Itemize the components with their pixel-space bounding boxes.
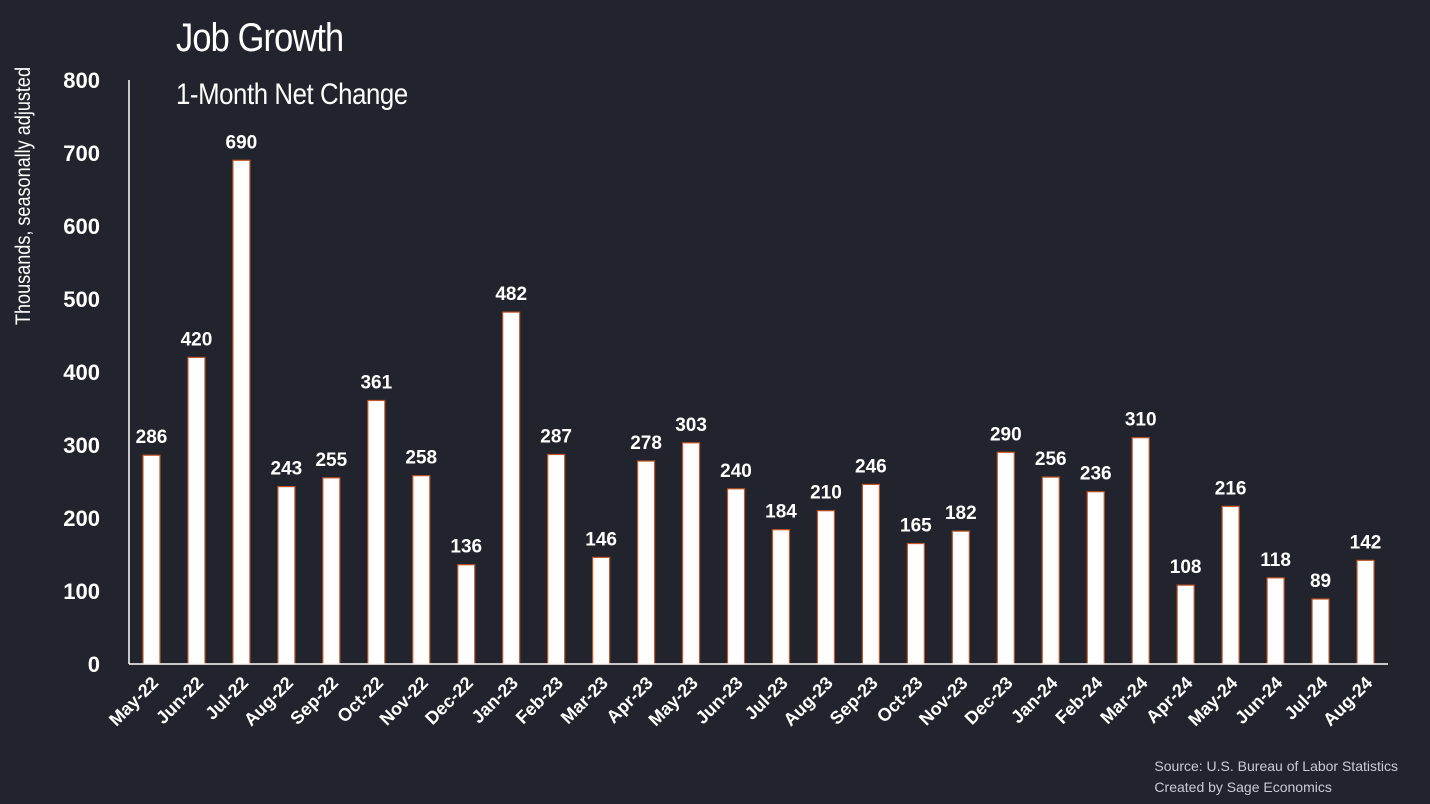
bar — [906, 542, 925, 665]
chart-subtitle: 1-Month Net Change — [176, 78, 408, 111]
y-tick-label: 400 — [63, 360, 100, 385]
bar — [547, 453, 566, 665]
x-tick-label: Sep-22 — [286, 673, 342, 729]
bar-value-label: 278 — [630, 433, 662, 454]
bar-value-label: 142 — [1350, 532, 1382, 553]
bar — [996, 451, 1015, 665]
bar-value-label: 165 — [900, 516, 932, 537]
bar-value-label: 255 — [315, 450, 347, 471]
bar — [1311, 598, 1330, 665]
bar — [592, 556, 611, 665]
x-tick-label: Aug-22 — [240, 673, 297, 730]
x-tick-label: Mar-23 — [557, 673, 612, 728]
bar-value-label: 210 — [810, 483, 842, 504]
bar-value-label: 286 — [136, 427, 168, 448]
bar-value-label: 310 — [1125, 410, 1157, 431]
bar — [1086, 491, 1105, 665]
bar — [681, 442, 701, 665]
bar — [367, 399, 386, 665]
x-tick-label: Jan-24 — [1007, 673, 1061, 727]
bar — [771, 529, 791, 665]
x-tick-label: Aug-24 — [1319, 673, 1376, 730]
bar-value-label: 118 — [1260, 550, 1291, 571]
y-tick-label: 600 — [63, 214, 100, 239]
x-tick-label: May-22 — [105, 673, 162, 730]
x-tick-label: Sep-23 — [826, 673, 882, 729]
bar-value-label: 182 — [945, 503, 977, 524]
bar — [187, 356, 206, 665]
bar — [277, 486, 296, 665]
y-tick-label: 100 — [63, 579, 100, 604]
x-tick-label: Nov-22 — [376, 673, 433, 730]
y-tick-label: 300 — [63, 433, 100, 458]
y-tick-label: 700 — [63, 141, 100, 166]
bar-value-label: 290 — [990, 424, 1022, 445]
x-tick-label: Jun-24 — [1231, 673, 1286, 728]
x-tick-label: Aug-23 — [779, 673, 836, 730]
bar — [636, 460, 656, 665]
bar-value-label: 136 — [450, 537, 482, 558]
bar — [1041, 476, 1060, 665]
bar — [816, 510, 836, 665]
bar — [232, 159, 251, 665]
y-tick-label: 800 — [63, 68, 100, 93]
y-tick-label: 200 — [63, 506, 100, 531]
y-tick-label: 500 — [63, 287, 100, 312]
bar — [322, 477, 341, 665]
bar-value-label: 246 — [855, 456, 887, 477]
bars — [142, 159, 1375, 665]
bar-value-label: 690 — [226, 132, 258, 153]
bar — [861, 483, 881, 665]
x-tick-label: May-24 — [1184, 673, 1241, 730]
bar — [1131, 437, 1150, 665]
x-tick-label: Dec-22 — [421, 673, 477, 729]
x-tick-label: May-23 — [645, 673, 702, 730]
y-tick-label: 0 — [88, 652, 100, 677]
bar — [457, 564, 476, 665]
source-note: Source: U.S. Bureau of Labor Statistics … — [1154, 756, 1398, 798]
x-tick-label: Jan-23 — [468, 673, 522, 727]
bar-value-label: 287 — [540, 426, 572, 447]
bar-value-labels: 286 420 690 243 255 361 258 136 482 287 146 278 303 2… — [136, 132, 1382, 592]
x-tick-label: Mar-24 — [1096, 673, 1151, 728]
bar-value-label: 482 — [495, 284, 527, 305]
bar-value-label: 89 — [1310, 571, 1331, 592]
bar — [1356, 559, 1375, 665]
bar-value-label: 216 — [1215, 478, 1247, 499]
bar-value-label: 361 — [360, 372, 392, 393]
bar-value-label: 243 — [271, 459, 303, 480]
chart-title: Job Growth — [176, 16, 344, 60]
bar — [1266, 577, 1285, 665]
bar-value-label: 303 — [675, 415, 707, 436]
bar-value-label: 240 — [720, 461, 752, 482]
bar — [502, 311, 521, 665]
x-tick-label: Jun-22 — [152, 673, 207, 728]
bar — [142, 454, 161, 665]
bar-value-label: 256 — [1035, 449, 1067, 470]
bar — [726, 488, 746, 665]
bar-value-label: 146 — [585, 529, 617, 550]
source-text: Source: U.S. Bureau of Labor Statistics — [1154, 758, 1398, 774]
bar — [412, 475, 431, 665]
x-tick-label: Nov-23 — [915, 673, 972, 730]
x-tick-label: Feb-23 — [512, 673, 567, 728]
x-axis-ticks: May-22Jun-22Jul-22Aug-22Sep-22Oct-22Nov-… — [105, 673, 1376, 730]
bar — [951, 530, 970, 665]
bar — [1176, 584, 1195, 665]
bar — [1221, 505, 1240, 665]
y-axis-ticks: 0 100 200 300 400 500 600 700 800 — [63, 68, 100, 677]
bar-value-label: 184 — [765, 502, 797, 523]
x-tick-label: Jun-23 — [692, 673, 747, 728]
bar-value-label: 108 — [1170, 557, 1202, 578]
bar-value-label: 420 — [181, 329, 213, 350]
bar-value-label: 258 — [405, 448, 437, 469]
credit-text: Created by Sage Economics — [1154, 779, 1332, 795]
x-tick-label: Feb-24 — [1051, 673, 1106, 728]
x-tick-label: Dec-23 — [961, 673, 1017, 729]
y-axis-label: Thousands, seasonally adjusted — [12, 66, 35, 326]
bar-value-label: 236 — [1080, 464, 1112, 485]
